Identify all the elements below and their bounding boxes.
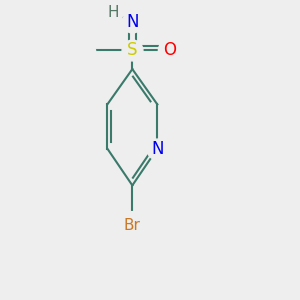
- Text: O: O: [163, 41, 176, 59]
- Text: N: N: [151, 140, 164, 158]
- Text: N: N: [126, 13, 139, 31]
- Text: S: S: [127, 41, 138, 59]
- Text: H: H: [107, 5, 119, 20]
- Text: Br: Br: [124, 218, 141, 232]
